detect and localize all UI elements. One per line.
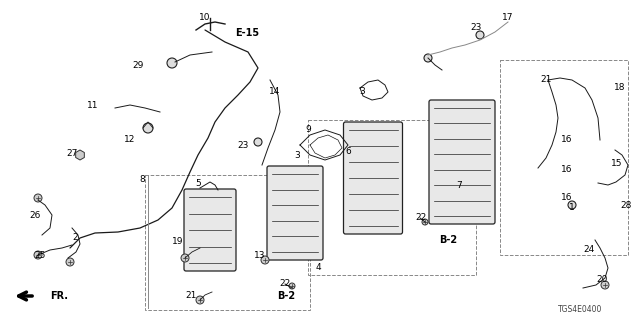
Text: 16: 16 [561,165,573,174]
Text: 6: 6 [345,148,351,156]
Text: 3: 3 [294,150,300,159]
Text: B-2: B-2 [439,235,457,245]
Circle shape [34,251,42,259]
Text: 7: 7 [456,180,462,189]
Text: 11: 11 [87,100,99,109]
Text: FR.: FR. [50,291,68,301]
Text: 20: 20 [596,276,608,284]
Text: 2: 2 [72,234,78,243]
Text: 15: 15 [611,158,623,167]
Circle shape [34,194,42,202]
Text: 21: 21 [540,76,552,84]
Circle shape [143,123,153,133]
Text: 16: 16 [561,194,573,203]
Text: E-15: E-15 [235,28,259,38]
FancyBboxPatch shape [184,189,236,271]
FancyBboxPatch shape [344,122,403,234]
Circle shape [254,138,262,146]
Circle shape [181,254,189,262]
Text: 8: 8 [139,175,145,185]
FancyBboxPatch shape [267,166,323,260]
Text: 9: 9 [305,125,311,134]
Text: 22: 22 [280,278,291,287]
Text: TGS4E0400: TGS4E0400 [558,306,602,315]
Text: B-2: B-2 [277,291,295,301]
Circle shape [424,54,432,62]
Text: 3: 3 [359,87,365,97]
Text: 23: 23 [237,140,249,149]
Circle shape [66,258,74,266]
Text: 29: 29 [132,60,144,69]
Circle shape [601,281,609,289]
Text: 4: 4 [315,263,321,273]
Text: 12: 12 [124,135,136,145]
Text: 27: 27 [67,148,77,157]
Text: 26: 26 [29,211,41,220]
Text: 13: 13 [254,251,266,260]
Text: 22: 22 [415,213,427,222]
Circle shape [289,283,295,289]
Circle shape [568,201,576,209]
Circle shape [476,31,484,39]
Text: 19: 19 [172,237,184,246]
Circle shape [261,256,269,264]
Circle shape [422,219,428,225]
Text: 23: 23 [470,23,482,33]
Text: 10: 10 [199,13,211,22]
Circle shape [196,296,204,304]
Text: 17: 17 [502,13,514,22]
Polygon shape [76,150,84,160]
Text: 21: 21 [186,292,196,300]
Text: 14: 14 [269,87,281,97]
Text: 1: 1 [569,204,575,212]
Text: 28: 28 [620,201,632,210]
Circle shape [167,58,177,68]
Text: 18: 18 [614,84,626,92]
Text: 5: 5 [195,179,201,188]
Text: 16: 16 [561,135,573,145]
FancyBboxPatch shape [429,100,495,224]
Text: 25: 25 [35,252,45,260]
Text: 24: 24 [584,245,595,254]
